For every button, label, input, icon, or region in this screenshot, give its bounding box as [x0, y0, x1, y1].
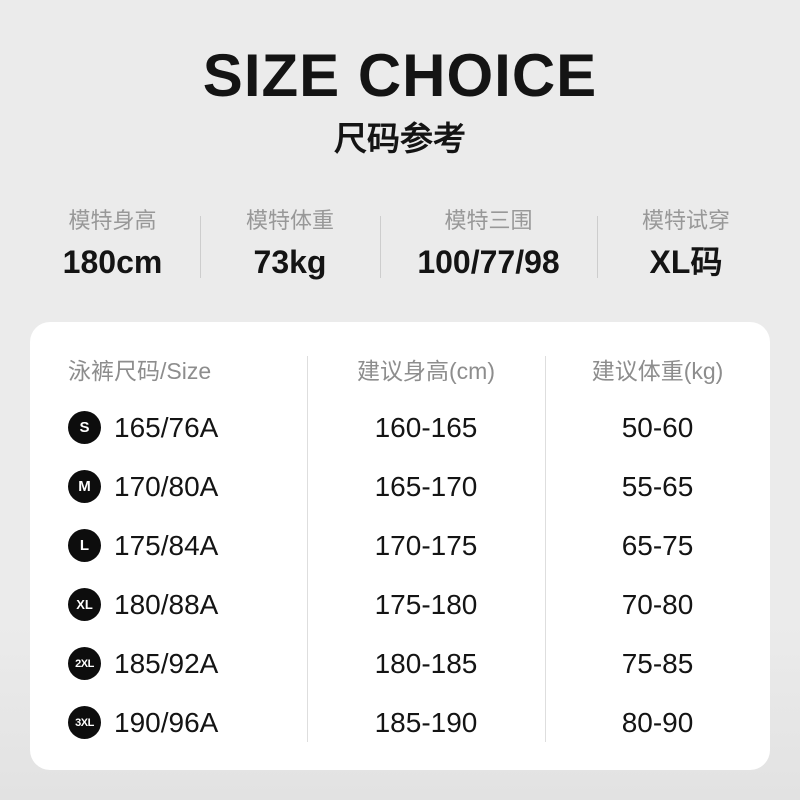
size-badge: M: [68, 470, 101, 503]
table-row: S 165/76A 160-165 50-60: [30, 398, 770, 457]
stat-item: 模特三围 100/77/98: [380, 206, 597, 280]
size-spec: 165/76A: [114, 411, 219, 443]
suggested-height: 175-180: [374, 588, 478, 620]
size-cell: S 165/76A: [30, 411, 307, 444]
size-spec: 185/92A: [114, 647, 219, 679]
suggested-height: 170-175: [374, 529, 478, 561]
table-row: 3XL 190/96A 185-190 80-90: [30, 693, 770, 752]
size-cell: L 175/84A: [30, 529, 307, 562]
size-badge: 3XL: [68, 706, 101, 739]
stat-value: 100/77/98: [417, 244, 560, 280]
suggested-weight: 55-65: [621, 470, 694, 502]
table-row: L 175/84A 170-175 65-75: [30, 516, 770, 575]
table-row: 2XL 185/92A 180-185 75-85: [30, 634, 770, 693]
table-row: M 170/80A 165-170 55-65: [30, 457, 770, 516]
size-badge: XL: [68, 588, 101, 621]
stat-label: 模特试穿: [641, 208, 730, 233]
suggested-weight: 75-85: [621, 647, 694, 679]
page-subtitle: 尺码参考: [334, 120, 466, 157]
stat-label: 模特身高: [68, 208, 157, 233]
size-spec: 175/84A: [114, 529, 219, 561]
suggested-weight: 80-90: [621, 706, 694, 738]
stat-item: 模特试穿 XL码: [597, 206, 775, 280]
header-height-column: 建议身高(cm): [357, 358, 495, 384]
stat-value: XL码: [649, 244, 723, 280]
size-table-card: 泳裤尺码/Size 建议身高(cm) 建议体重(kg) S 165/76A 16…: [30, 322, 770, 770]
size-badge: L: [68, 529, 101, 562]
size-cell: XL 180/88A: [30, 588, 307, 621]
size-cell: 3XL 190/96A: [30, 706, 307, 739]
size-spec: 190/96A: [114, 706, 219, 738]
page-title: SIZE CHOICE: [202, 42, 598, 109]
size-badge: S: [68, 411, 101, 444]
stat-value: 73kg: [253, 244, 327, 280]
header-size-column: 泳裤尺码/Size: [68, 358, 212, 384]
column-divider: [545, 356, 546, 742]
suggested-weight: 50-60: [621, 411, 694, 443]
stat-value: 180cm: [62, 244, 163, 280]
size-cell: M 170/80A: [30, 470, 307, 503]
model-stats: 模特身高 180cm 模特体重 73kg 模特三围 100/77/98 模特试穿…: [25, 206, 775, 280]
stat-item: 模特体重 73kg: [200, 206, 380, 280]
size-spec: 180/88A: [114, 588, 219, 620]
stat-item: 模特身高 180cm: [25, 206, 200, 280]
table-body: S 165/76A 160-165 50-60 M 170/80A 165-17…: [30, 398, 770, 752]
suggested-weight: 70-80: [621, 588, 694, 620]
suggested-height: 185-190: [374, 706, 478, 738]
size-badge: 2XL: [68, 647, 101, 680]
suggested-height: 165-170: [374, 470, 478, 502]
header-weight-column: 建议体重(kg): [591, 358, 724, 384]
suggested-height: 160-165: [374, 411, 478, 443]
table-header-row: 泳裤尺码/Size 建议身高(cm) 建议体重(kg): [30, 340, 770, 398]
suggested-height: 180-185: [374, 647, 478, 679]
suggested-weight: 65-75: [621, 529, 694, 561]
size-cell: 2XL 185/92A: [30, 647, 307, 680]
stat-label: 模特三围: [444, 208, 533, 233]
column-divider: [307, 356, 308, 742]
stat-label: 模特体重: [245, 208, 334, 233]
table-row: XL 180/88A 175-180 70-80: [30, 575, 770, 634]
size-spec: 170/80A: [114, 470, 219, 502]
